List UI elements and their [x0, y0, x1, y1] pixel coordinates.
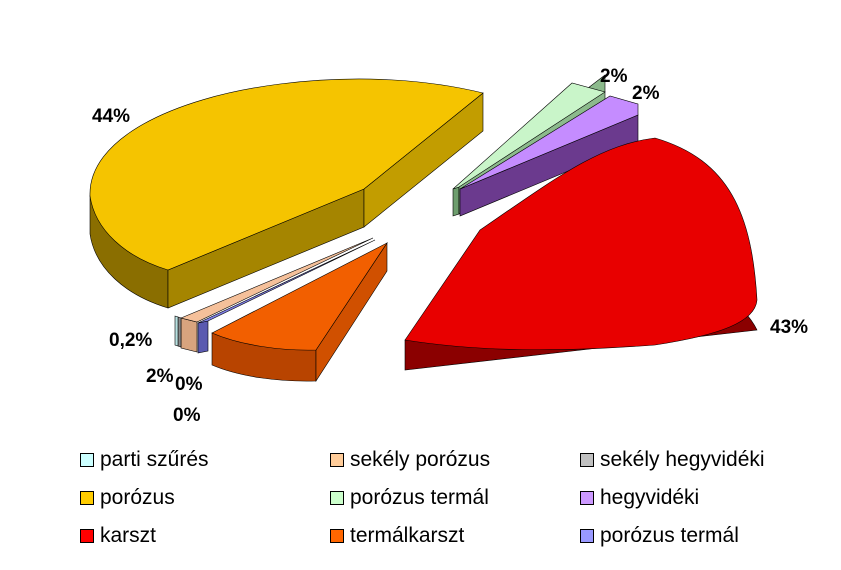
legend-label: karszt: [100, 524, 157, 547]
slice-sekely-porozus: [180, 237, 374, 353]
label-sekely-hegyvideki: 0%: [173, 405, 201, 426]
legend-swatch: [580, 453, 594, 467]
legend-swatch: [330, 529, 344, 543]
label-sekely-porozus: 2%: [146, 366, 174, 387]
legend-swatch: [330, 491, 344, 505]
legend-label: parti szűrés: [100, 448, 209, 471]
label-porozus-termal-green: 2%: [600, 66, 628, 87]
slice-karszt: [404, 137, 758, 371]
slice-parti-szures: [174, 315, 179, 347]
slice-porozus: [89, 78, 484, 309]
legend-swatch: [580, 529, 594, 543]
legend-item-parti-szures: parti szűrés: [80, 446, 330, 474]
legend-label: porózus termál: [600, 524, 739, 547]
label-parti-szures: 0,2%: [109, 330, 152, 351]
legend-swatch: [80, 453, 94, 467]
legend-item-porozus-termal-blue: porózus termál: [580, 522, 820, 550]
label-porozus: 44%: [92, 106, 130, 127]
legend-item-hegyvideki: hegyvidéki: [580, 484, 820, 512]
legend-label: termálkarszt: [350, 524, 465, 547]
legend-item-karszt: karszt: [80, 522, 330, 550]
legend-item-porozus-termal-green: porózus termál: [330, 484, 580, 512]
legend-label: sekély hegyvidéki: [600, 448, 765, 471]
legend-swatch: [80, 529, 94, 543]
legend-swatch: [80, 491, 94, 505]
chart-legend: parti szűrés sekély porózus sekély hegyv…: [80, 446, 820, 550]
legend-swatch: [580, 491, 594, 505]
legend-label: sekély porózus: [350, 448, 491, 471]
label-porozus-termal-blue: 0%: [175, 374, 203, 395]
slice-termalkarszt: [211, 242, 388, 383]
label-hegyvideki: 2%: [632, 83, 660, 104]
legend-label: hegyvidéki: [600, 486, 700, 509]
label-karszt: 43%: [770, 317, 808, 338]
legend-label: porózus termál: [350, 486, 489, 509]
legend-item-sekely-porozus: sekély porózus: [330, 446, 580, 474]
legend-label: porózus: [100, 486, 175, 509]
slice-sekely-hegyvideki: [177, 316, 182, 348]
legend-item-porozus: porózus: [80, 484, 330, 512]
legend-item-termalkarszt: termálkarszt: [330, 522, 580, 550]
slice-porozus-termal-blue: [197, 239, 376, 354]
legend-item-sekely-hegyvideki: sekély hegyvidéki: [580, 446, 820, 474]
legend-swatch: [330, 453, 344, 467]
